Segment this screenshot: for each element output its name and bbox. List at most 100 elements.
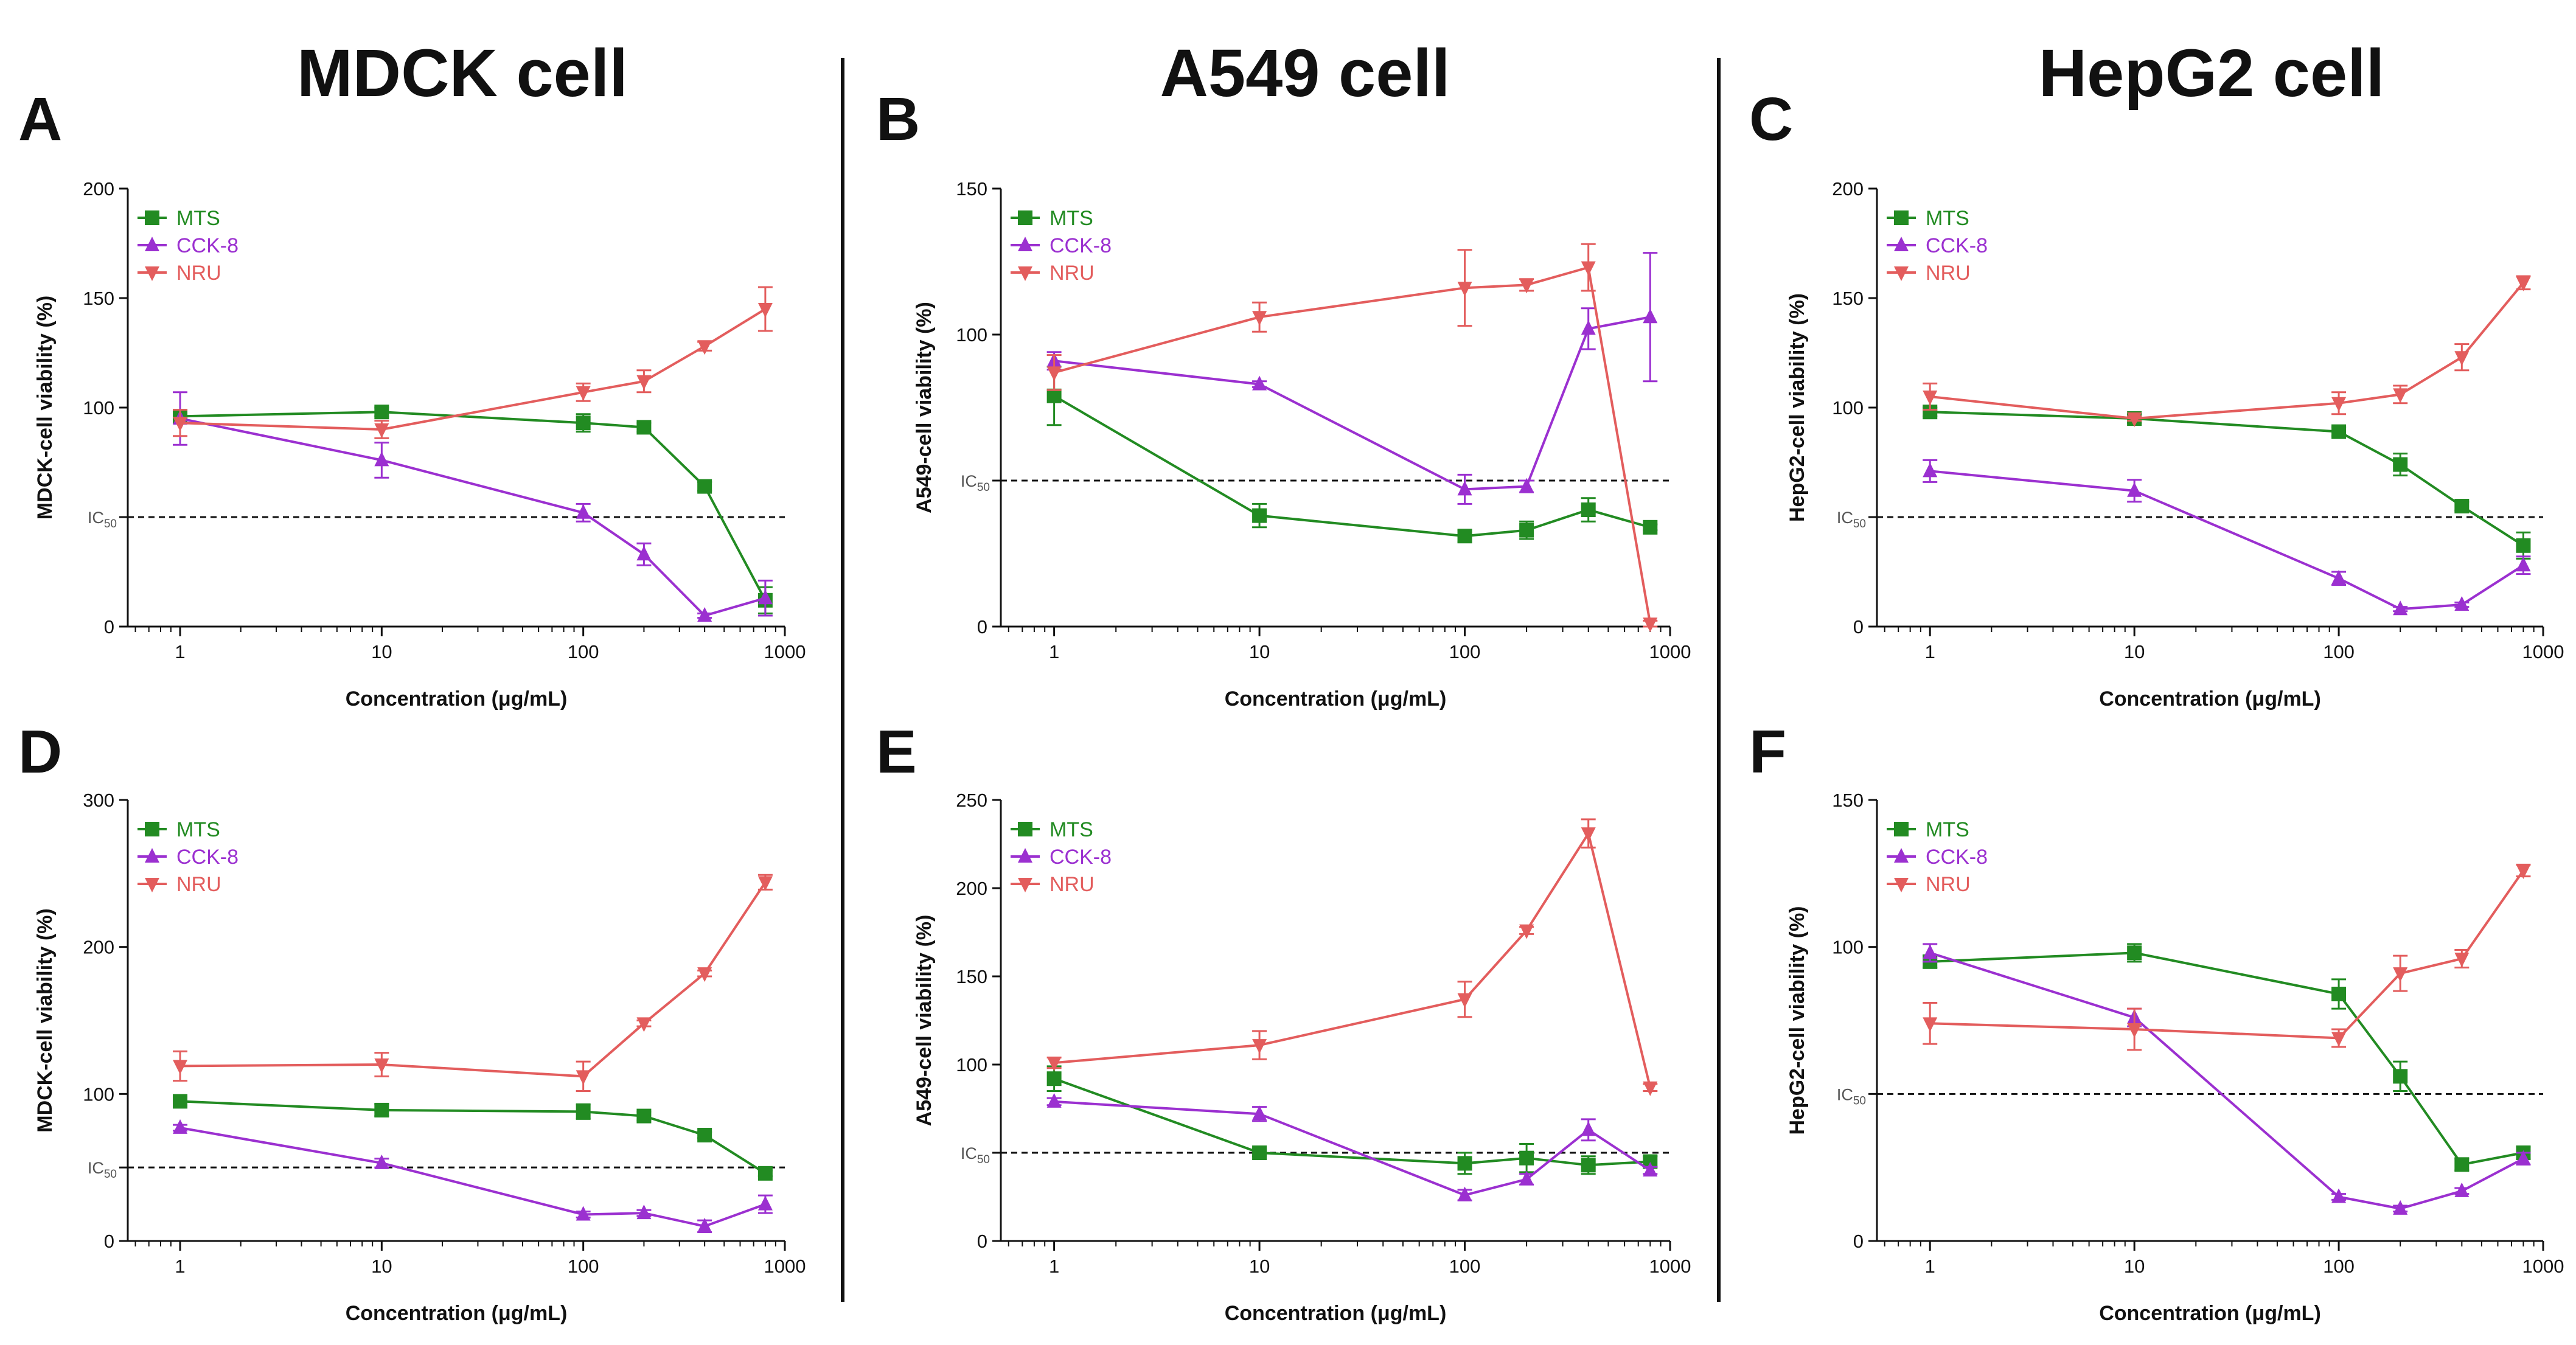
panel-d-x-tick-label: 100 — [568, 1256, 599, 1277]
panel-f: F 0 100 150 1 10 100 1000 Concentration (μg/mL) H… — [1749, 718, 2564, 1325]
panel-a-cck-8-point — [636, 546, 652, 561]
panel-b-nru-point — [1046, 366, 1062, 381]
panel-d-cck-8-point — [697, 1217, 712, 1232]
panel-e-cck-8-point — [1581, 1121, 1596, 1136]
panel-e-mts-point — [1046, 1071, 1062, 1086]
panel-f-legend-cck-8-marker — [1894, 848, 1909, 863]
panel-f-y-tick-label: 0 — [1853, 1231, 1864, 1252]
panel-f-mts-point — [2393, 1069, 2408, 1084]
panel-c-legend-mts-label: MTS — [1926, 207, 1969, 230]
panel-e-cck-8-point — [1252, 1105, 1267, 1121]
column-title-hepg2: HepG2 cell — [2039, 36, 2385, 111]
panel-f-x-tick-label: 10 — [2124, 1256, 2145, 1277]
panel-d-nru-point — [757, 876, 773, 891]
panel-b-cck-8-point — [1581, 320, 1596, 335]
panel-b-ic50-label: IC50 — [961, 472, 990, 494]
panel-a-x-tick-label: 10 — [371, 641, 392, 662]
panel-a-x-tick-label: 100 — [568, 641, 599, 662]
column-title-mdck: MDCK cell — [297, 36, 628, 111]
panel-a-legend-mts-marker — [145, 210, 159, 225]
panel-f-legend-mts-label: MTS — [1926, 818, 1969, 841]
panel-e-y-tick-label: 200 — [956, 878, 987, 899]
panel-b-legend-cck-8-label: CCK-8 — [1050, 234, 1112, 257]
panel-a-cck-8-point — [697, 607, 712, 622]
panel-b-nru-point — [1457, 282, 1472, 297]
panel-f-y-tick-label: 100 — [1832, 937, 1864, 958]
panel-e-y-tick-label: 150 — [956, 966, 987, 987]
panel-b-x-tick-label: 1000 — [1649, 641, 1691, 662]
panel-d-legend-cck-8-label: CCK-8 — [176, 846, 238, 869]
panel-a-mts-point — [576, 415, 591, 431]
panel-c-legend-nru-label: NRU — [1926, 262, 1971, 285]
panel-d-mts-point — [576, 1104, 591, 1119]
panel-e-y-axis-label: A549-cell viability (%) — [913, 915, 936, 1127]
panel-b-letter: B — [876, 85, 920, 153]
panel-a-mts-point — [636, 420, 652, 435]
panel-f-legend-mts-marker — [1894, 822, 1909, 836]
panel-a-legend-cck-8-marker — [145, 237, 159, 251]
panel-e-mts-line — [1053, 1077, 1651, 1167]
panel-a-nru-point — [576, 386, 591, 401]
panel-b-x-tick-label: 10 — [1249, 641, 1270, 662]
panel-a-legend-nru-label: NRU — [176, 262, 221, 285]
panel-c-mts-point — [2454, 499, 2470, 513]
panel-c-cck-8-point — [2331, 569, 2347, 585]
panel-c-y-tick-label: 100 — [1832, 397, 1864, 419]
panel-f-mts-point — [2127, 945, 2142, 961]
panel-f-nru-point — [2393, 967, 2408, 982]
panel-d-cck-8-point — [576, 1206, 591, 1221]
panel-c-nru-point — [2516, 276, 2531, 291]
panel-a-x-tick-label: 1000 — [764, 641, 806, 662]
panel-a-mts-point — [374, 405, 389, 420]
panel-b-mts-point — [1643, 520, 1658, 535]
panel-f-y-tick-label: 150 — [1832, 790, 1864, 811]
panel-e: E 0 100 150 200 250 1 10 100 1000 Concentration (μ… — [876, 718, 1691, 1325]
panel-c-cck-8-point — [2127, 482, 2142, 497]
panel-d-nru-line — [180, 881, 767, 1078]
panel-e-y-tick-label: 250 — [956, 790, 987, 811]
panel-f-legend-nru-label: NRU — [1926, 873, 1971, 896]
panel-d-legend-mts-label: MTS — [176, 818, 220, 841]
panel-c-nru-point — [2127, 412, 2142, 427]
panel-c-cck-8-line — [1930, 470, 2524, 611]
panel-d-legend-cck-8-marker — [145, 848, 159, 863]
panel-b-y-tick-label: 100 — [956, 324, 987, 346]
panel-b-legend-mts-label: MTS — [1050, 207, 1093, 230]
panel-c-legend-cck-8-marker — [1894, 237, 1909, 251]
panel-f-nru-point — [2331, 1032, 2347, 1047]
panel-a-nru-line — [179, 308, 766, 431]
panel-f-ic50-label: IC50 — [1837, 1085, 1866, 1107]
panel-c-legend-mts-marker — [1894, 210, 1909, 225]
panel-a-cck-8-line — [179, 417, 766, 617]
panel-b-mts-line — [1053, 395, 1651, 538]
panel-e-nru-point — [1643, 1081, 1658, 1096]
panel-f-x-tick-label: 1 — [1925, 1256, 1935, 1277]
panel-b-y-tick-label: 0 — [977, 616, 987, 638]
panel-a-mts-point — [697, 479, 712, 494]
panel-e-legend-mts-label: MTS — [1050, 818, 1093, 841]
panel-c-x-tick-label: 1000 — [2522, 641, 2564, 662]
panel-f-x-axis-label: Concentration (μg/mL) — [2099, 1302, 2321, 1325]
panel-f-y-axis-label: HepG2-cell viability (%) — [1786, 906, 1809, 1135]
panel-b-legend-nru-marker — [1018, 266, 1032, 281]
panel-d-nru-point — [636, 1017, 652, 1032]
panel-e-cck-8-point — [1457, 1186, 1472, 1201]
panel-e-cck-8-point — [1519, 1170, 1534, 1186]
panel-b-legend-mts-marker — [1018, 210, 1032, 225]
panel-c-x-axis-label: Concentration (μg/mL) — [2099, 687, 2321, 711]
panel-d-y-tick-label: 100 — [83, 1083, 114, 1105]
panel-e-mts-point — [1519, 1150, 1534, 1166]
panel-c-y-tick-label: 0 — [1853, 616, 1864, 638]
panel-a-y-tick-label: 100 — [83, 397, 114, 419]
panel-a-nru-point — [757, 303, 773, 318]
panel-b: B 0 100 150 1 10 100 1000 Concentration (μg/mL) A… — [876, 85, 1691, 711]
panel-d-nru-point — [173, 1060, 188, 1075]
panel-c-legend-cck-8-label: CCK-8 — [1926, 234, 1988, 257]
panel-f-legend-cck-8-label: CCK-8 — [1926, 846, 1988, 869]
panel-a-cck-8-point — [576, 504, 591, 519]
panel-e-legend-nru-label: NRU — [1050, 873, 1095, 896]
panel-c-y-axis-label: HepG2-cell viability (%) — [1786, 293, 1809, 522]
panel-c-nru-point — [2393, 388, 2408, 403]
panel-e-x-tick-label: 1000 — [1649, 1256, 1691, 1277]
panel-c-cck-8-point — [2393, 600, 2408, 616]
